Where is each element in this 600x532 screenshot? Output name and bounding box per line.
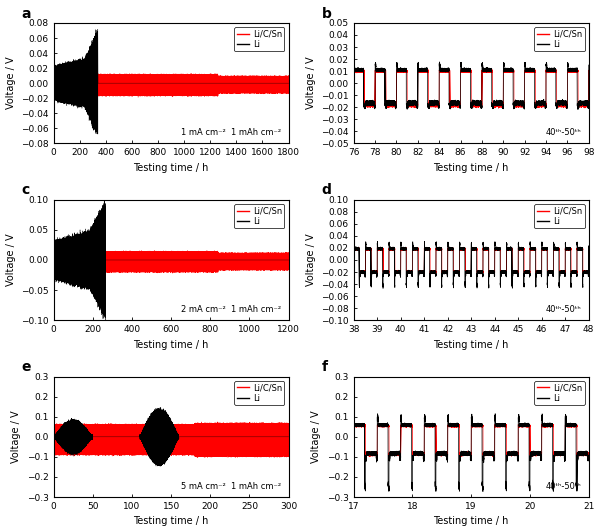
Y-axis label: Voltage / V: Voltage / V [11, 411, 22, 463]
Legend: Li/C/Sn, Li: Li/C/Sn, Li [235, 204, 284, 228]
Text: $\mathbf{e}$: $\mathbf{e}$ [20, 360, 31, 375]
Y-axis label: Voltage / V: Voltage / V [5, 57, 16, 110]
Y-axis label: Voltage / V: Voltage / V [311, 411, 322, 463]
Legend: Li/C/Sn, Li: Li/C/Sn, Li [535, 381, 584, 405]
Text: 2 mA cm⁻²  1 mAh cm⁻²: 2 mA cm⁻² 1 mAh cm⁻² [181, 305, 281, 314]
Y-axis label: Voltage / V: Voltage / V [305, 57, 316, 110]
X-axis label: Testing time / h: Testing time / h [434, 517, 509, 527]
X-axis label: Testing time / h: Testing time / h [133, 339, 209, 350]
Legend: Li/C/Sn, Li: Li/C/Sn, Li [535, 204, 584, 228]
Text: 1 mA cm⁻²  1 mAh cm⁻²: 1 mA cm⁻² 1 mAh cm⁻² [181, 128, 281, 137]
Text: 40ᵗʰ-50ᵗʰ: 40ᵗʰ-50ᵗʰ [546, 482, 581, 491]
X-axis label: Testing time / h: Testing time / h [133, 517, 209, 527]
Y-axis label: Voltage / V: Voltage / V [5, 234, 16, 286]
Text: $\mathbf{c}$: $\mathbf{c}$ [20, 184, 30, 197]
Legend: Li/C/Sn, Li: Li/C/Sn, Li [535, 27, 584, 52]
Text: $\mathbf{f}$: $\mathbf{f}$ [321, 359, 329, 375]
X-axis label: Testing time / h: Testing time / h [434, 163, 509, 173]
Y-axis label: Voltage / V: Voltage / V [305, 234, 316, 286]
Text: $\mathbf{b}$: $\mathbf{b}$ [321, 5, 332, 21]
Text: 40ᵗʰ-50ᵗʰ: 40ᵗʰ-50ᵗʰ [546, 305, 581, 314]
Text: $\mathbf{d}$: $\mathbf{d}$ [321, 182, 332, 197]
Legend: Li/C/Sn, Li: Li/C/Sn, Li [235, 381, 284, 405]
Legend: Li/C/Sn, Li: Li/C/Sn, Li [235, 27, 284, 52]
Text: 5 mA cm⁻²  1 mAh cm⁻²: 5 mA cm⁻² 1 mAh cm⁻² [181, 482, 281, 491]
Text: $\mathbf{a}$: $\mathbf{a}$ [20, 6, 31, 21]
Text: 40ᵗʰ-50ᵗʰ: 40ᵗʰ-50ᵗʰ [546, 128, 581, 137]
X-axis label: Testing time / h: Testing time / h [434, 339, 509, 350]
X-axis label: Testing time / h: Testing time / h [133, 163, 209, 173]
